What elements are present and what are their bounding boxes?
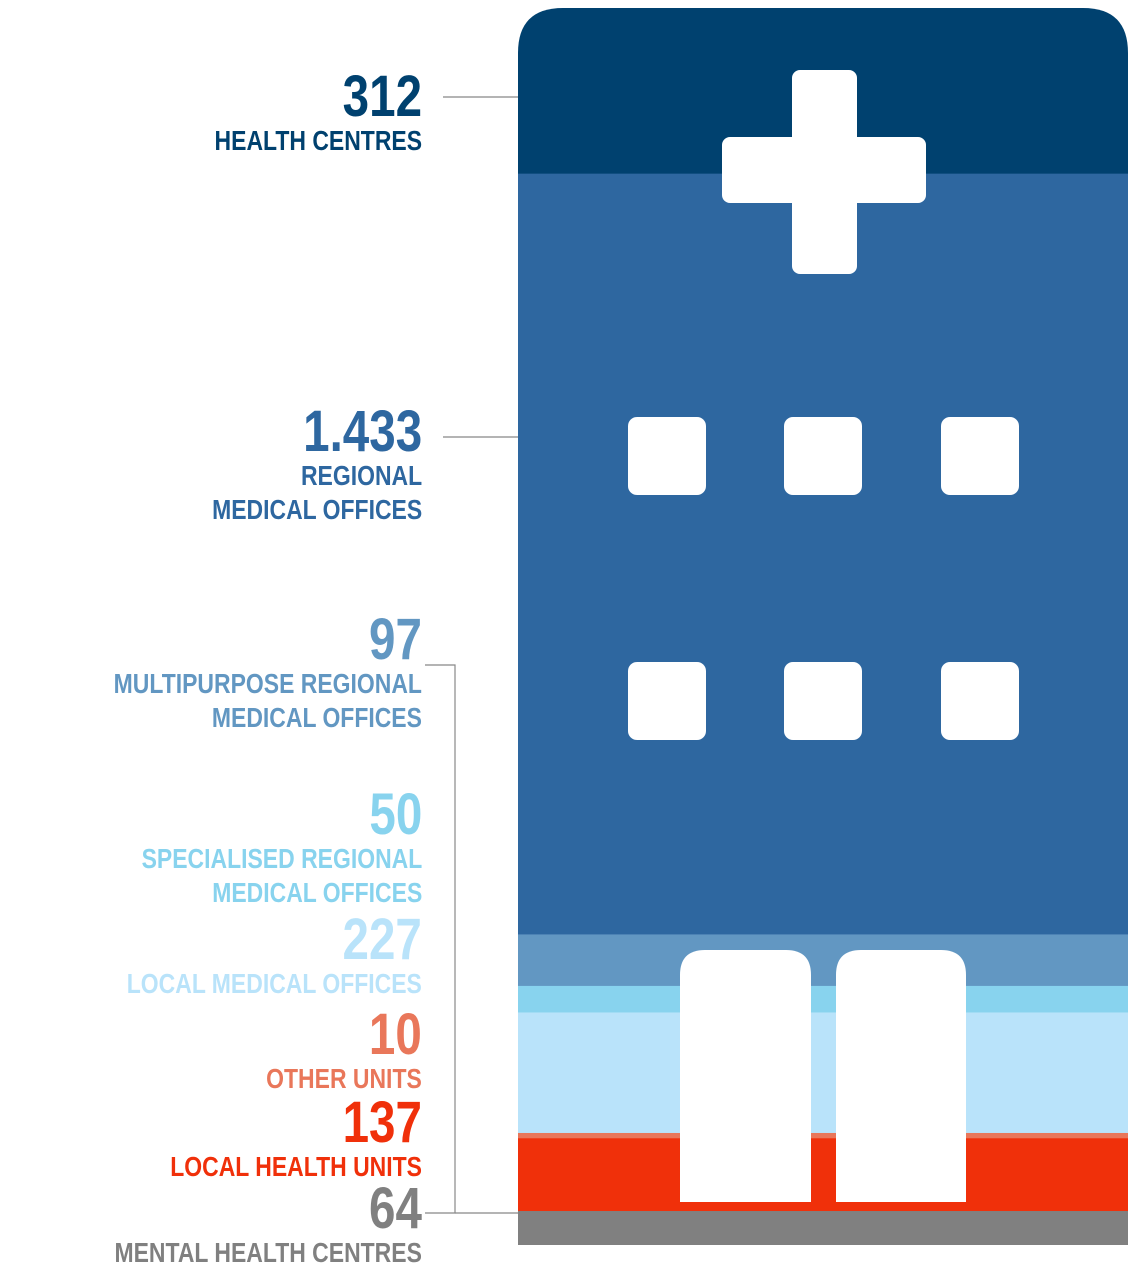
- value-label: 312: [215, 70, 422, 124]
- segment: [518, 1211, 1128, 1245]
- series-name: REGIONAL MEDICAL OFFICES: [212, 459, 422, 527]
- infographic: 312HEALTH CENTRES 1.433REGIONAL MEDICAL O…: [0, 0, 1139, 1274]
- window: [628, 417, 706, 495]
- window: [941, 417, 1019, 495]
- segment: [518, 174, 1128, 935]
- series-name: HEALTH CENTRES: [215, 124, 422, 158]
- segment: [518, 1133, 1128, 1139]
- value-label: 10: [266, 1008, 422, 1062]
- cross: [722, 137, 926, 203]
- window: [941, 662, 1019, 740]
- value-label: 1.433: [212, 405, 422, 459]
- segment: [518, 1012, 1128, 1133]
- value-label: 227: [127, 913, 422, 967]
- connectors: [425, 97, 518, 1213]
- segment: [518, 986, 1128, 1013]
- segment: [518, 1138, 1128, 1211]
- connector: [425, 665, 455, 1213]
- door: [680, 950, 811, 1202]
- door: [836, 950, 966, 1202]
- window: [628, 662, 706, 740]
- value-label: 64: [115, 1182, 422, 1236]
- segment: [518, 934, 1128, 986]
- series-name: LOCAL MEDICAL OFFICES: [127, 967, 422, 1001]
- value-label: 50: [141, 788, 422, 842]
- value-label: 137: [170, 1096, 422, 1150]
- value-label: 97: [114, 613, 422, 667]
- window: [784, 417, 862, 495]
- series-name: SPECIALISED REGIONAL MEDICAL OFFICES: [141, 842, 422, 910]
- window: [784, 662, 862, 740]
- series-name: MENTAL HEALTH CENTRES: [115, 1236, 422, 1270]
- series-name: MULTIPURPOSE REGIONAL MEDICAL OFFICES: [114, 667, 422, 735]
